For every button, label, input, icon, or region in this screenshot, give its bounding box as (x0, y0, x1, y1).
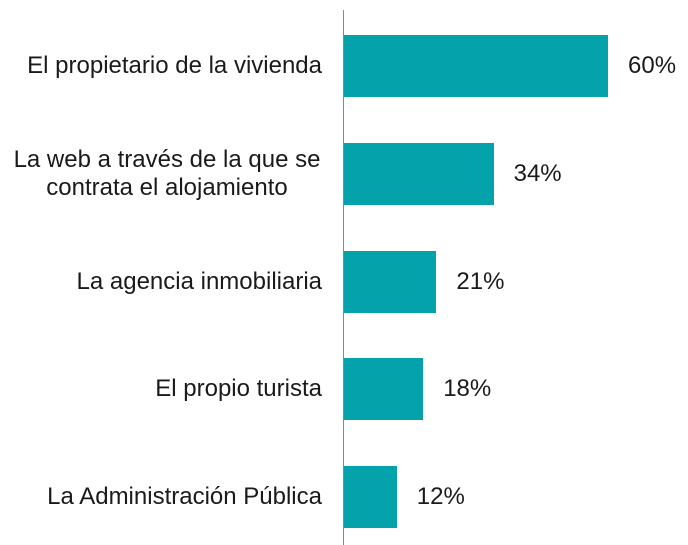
value-label: 12% (416, 483, 465, 511)
bar (344, 35, 608, 97)
category-text: La Administración Pública (47, 483, 322, 511)
category-label: El propio turista (12, 344, 322, 434)
value-label: 18% (443, 375, 492, 403)
category-label: El propietario de la vivienda (12, 21, 322, 111)
category-text: El propietario de la vivienda (27, 52, 322, 79)
bar (344, 466, 397, 529)
category-label: La Administración Pública (12, 452, 322, 542)
value-label: 60% (628, 52, 677, 79)
bar (344, 142, 494, 205)
category-label: La agencia inmobiliaria (12, 237, 322, 327)
category-text: El propio turista (155, 375, 322, 403)
category-text: La agencia inmobiliaria (76, 267, 322, 295)
value-label: 34% (513, 159, 562, 187)
category-text: La web a través de la que se contrata el… (13, 145, 321, 201)
value-label: 21% (456, 267, 505, 295)
bar (344, 250, 437, 313)
category-axis (343, 10, 344, 545)
category-label: La web a través de la que se contrata el… (12, 129, 322, 219)
bar (344, 358, 424, 421)
